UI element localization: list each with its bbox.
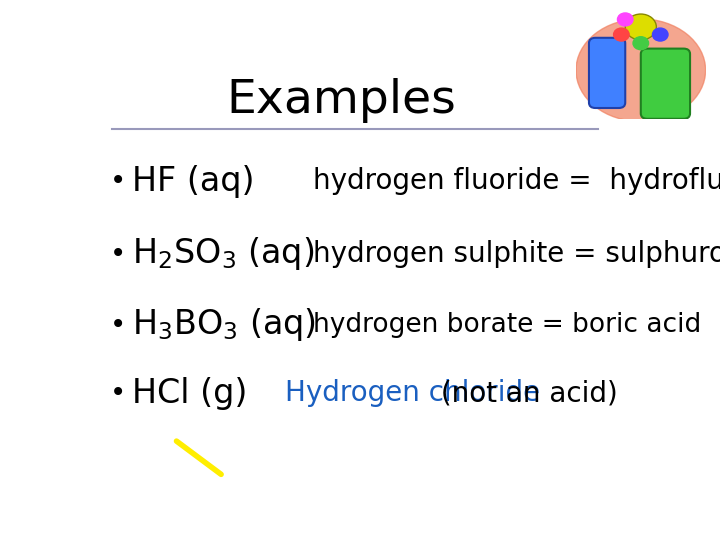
Text: hydrogen borate = boric acid: hydrogen borate = boric acid: [313, 312, 701, 338]
Text: $\mathregular{H_3BO_3}$ (aq): $\mathregular{H_3BO_3}$ (aq): [132, 306, 316, 343]
Text: •: •: [109, 167, 126, 195]
Text: HCl (g): HCl (g): [132, 377, 247, 410]
Text: Examples: Examples: [226, 78, 456, 123]
Text: •: •: [109, 240, 126, 268]
Text: hydrogen sulphite = sulphurous acid: hydrogen sulphite = sulphurous acid: [313, 240, 720, 268]
Circle shape: [625, 14, 657, 40]
Circle shape: [618, 13, 633, 26]
Text: •: •: [109, 310, 126, 339]
Text: hydrogen fluoride =  hydrofluoric acid: hydrogen fluoride = hydrofluoric acid: [313, 167, 720, 195]
Circle shape: [613, 28, 629, 41]
Text: $\mathregular{H_2SO_3}$ (aq): $\mathregular{H_2SO_3}$ (aq): [132, 235, 314, 273]
Ellipse shape: [576, 19, 706, 122]
Circle shape: [633, 37, 649, 50]
Text: •: •: [109, 379, 126, 407]
Text: (not an acid): (not an acid): [432, 379, 618, 407]
FancyBboxPatch shape: [589, 38, 625, 108]
FancyBboxPatch shape: [641, 49, 690, 119]
Text: HF (aq): HF (aq): [132, 165, 254, 198]
Text: Hydrogen chloride: Hydrogen chloride: [285, 379, 541, 407]
Circle shape: [652, 28, 668, 41]
